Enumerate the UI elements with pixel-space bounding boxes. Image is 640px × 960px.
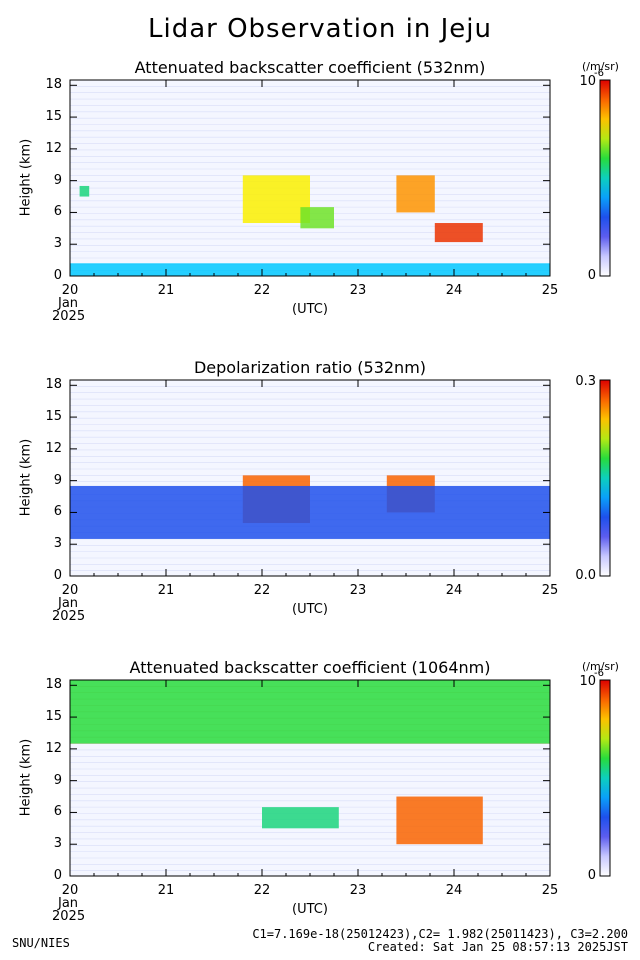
data-feature-3	[300, 207, 334, 229]
y-tick-label: 18	[45, 677, 62, 693]
x-axis-label: (UTC)	[292, 302, 328, 317]
colorbar	[599, 379, 611, 577]
x-tick-label: 20	[61, 583, 79, 598]
colorbar-min-label: 0	[587, 868, 596, 883]
x-tick-label: 22	[253, 883, 271, 898]
panel-1	[69, 79, 611, 277]
panel-title: Depolarization ratio (532nm)	[193, 358, 427, 377]
footer-created: Created: Sat Jan 25 08:57:13 2025JST	[367, 940, 628, 954]
y-tick-label: 3	[53, 836, 62, 852]
x-tick-label: 23	[349, 283, 367, 298]
y-tick-label: 12	[45, 740, 62, 756]
x-tick-label: 21	[157, 883, 175, 898]
y-tick-label: 0	[53, 568, 62, 583]
y-tick-label: 15	[45, 409, 62, 425]
x-sub-label-month: Jan	[58, 896, 79, 911]
colorbar-max-label: 10	[579, 674, 596, 689]
x-tick-label: 23	[349, 883, 367, 898]
data-feature-1	[262, 807, 339, 829]
x-axis-label: (UTC)	[292, 602, 328, 617]
y-tick-label: 15	[45, 109, 62, 125]
y-tick-label: 6	[53, 504, 62, 520]
footer-left: SNU/NIES	[12, 936, 70, 950]
y-tick-label: 9	[53, 472, 62, 488]
colorbar-max-label: 0.3	[575, 374, 596, 389]
figure-title: Lidar Observation in Jeju	[147, 14, 493, 44]
data-feature-3	[70, 485, 550, 539]
x-axis-label: (UTC)	[292, 902, 328, 917]
data-feature-2	[396, 796, 483, 845]
data-feature-4	[396, 175, 435, 213]
y-tick-label: 3	[53, 536, 62, 552]
y-tick-label: 12	[45, 440, 62, 456]
x-tick-label: 21	[157, 583, 175, 598]
x-sub-label-year: 2025	[52, 309, 86, 324]
x-tick-label: 25	[541, 583, 559, 598]
data-feature-5	[434, 223, 483, 243]
colorbar-unit: (/m/sr)	[582, 660, 619, 673]
x-tick-label: 20	[61, 883, 79, 898]
data-feature-3	[70, 680, 550, 744]
y-tick-label: 18	[45, 77, 62, 93]
x-tick-label: 20	[61, 283, 79, 298]
panel-title: Attenuated backscatter coefficient (532n…	[134, 58, 486, 77]
x-tick-label: 24	[445, 283, 463, 298]
y-axis-label: Height (km)	[18, 438, 34, 517]
y-tick-label: 9	[53, 172, 62, 188]
data-feature-6	[70, 263, 550, 276]
x-tick-label: 25	[541, 883, 559, 898]
y-tick-label: 0	[53, 268, 62, 283]
x-tick-label: 25	[541, 283, 559, 298]
colorbar-min-label: 0	[587, 268, 596, 283]
x-sub-label-month: Jan	[58, 296, 79, 311]
footer-constants: C1=7.169e-18(25012423),C2= 1.982(2501142…	[252, 927, 628, 941]
y-axis-label: Height (km)	[18, 738, 34, 817]
panel-3	[69, 679, 611, 877]
x-tick-label: 24	[445, 583, 463, 598]
y-tick-label: 12	[45, 140, 62, 156]
x-tick-label: 22	[253, 583, 271, 598]
data-feature-1	[79, 185, 90, 197]
y-tick-label: 15	[45, 709, 62, 725]
y-tick-label: 6	[53, 804, 62, 820]
panel-title: Attenuated backscatter coefficient (1064…	[129, 658, 491, 677]
colorbar-max-label: 10	[579, 74, 596, 89]
y-tick-label: 3	[53, 236, 62, 252]
colorbar-unit: (/m/sr)	[582, 60, 619, 73]
x-sub-label-year: 2025	[52, 609, 86, 624]
data-feature-2	[242, 175, 310, 224]
colorbar-max-exponent: -6	[594, 668, 604, 679]
panel-2	[69, 379, 611, 577]
x-tick-label: 23	[349, 583, 367, 598]
colorbar-min-label: 0.0	[575, 568, 596, 583]
colorbar	[599, 79, 611, 277]
x-sub-label-year: 2025	[52, 909, 86, 924]
x-tick-label: 21	[157, 283, 175, 298]
y-tick-label: 6	[53, 204, 62, 220]
x-tick-label: 24	[445, 883, 463, 898]
x-tick-label: 22	[253, 283, 271, 298]
y-tick-label: 9	[53, 772, 62, 788]
x-sub-label-month: Jan	[58, 596, 79, 611]
colorbar-max-exponent: -6	[594, 68, 604, 79]
y-axis-label: Height (km)	[18, 138, 34, 217]
colorbar	[599, 679, 611, 877]
y-tick-label: 0	[53, 868, 62, 883]
y-tick-label: 18	[45, 377, 62, 393]
